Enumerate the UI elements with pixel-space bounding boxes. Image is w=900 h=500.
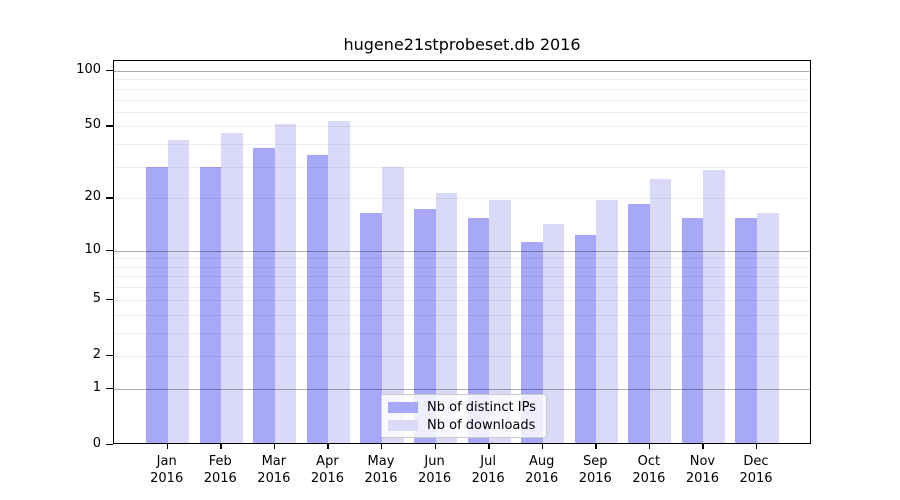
bar-jan-distinct-ips (146, 167, 168, 443)
gridline-9 (114, 258, 810, 260)
bar-may-downloads (381, 167, 404, 443)
bar-dec-distinct-ips (735, 218, 757, 443)
gridline-70 (114, 99, 810, 101)
bar-feb-downloads (221, 132, 243, 443)
y-tick-label-50: 50 (84, 117, 101, 133)
gridline-3 (114, 332, 810, 334)
chart-title: hugene21stprobeset.db 2016 (343, 35, 581, 54)
gridline-50 (114, 126, 810, 128)
bar-aug-downloads (542, 223, 565, 443)
legend-entry-downloads: Nb of downloads (388, 418, 540, 433)
y-tick-0 (106, 444, 113, 446)
gridline-2 (114, 355, 810, 357)
x-tick-jun (434, 444, 436, 449)
x-axis: Jan 2016 Feb 2016 Mar 2016 Apr 2016 May 2016… (113, 444, 811, 500)
gridline-5 (114, 299, 810, 301)
x-tick-label-mar: Mar 2016 (257, 454, 291, 486)
bar-oct-distinct-ips (628, 204, 650, 443)
gridline-40 (114, 144, 810, 146)
gridline-60 (114, 111, 810, 113)
y-tick-label-5: 5 (92, 290, 101, 306)
x-tick-nov (702, 444, 704, 449)
bar-apr-distinct-ips (306, 154, 329, 443)
gridline-80 (114, 88, 810, 90)
x-tick-feb (220, 444, 222, 449)
gridline-8 (114, 266, 810, 268)
x-tick-label-oct: Oct 2016 (632, 454, 666, 486)
legend-entry-distinct-ips: Nb of distinct IPs (388, 400, 540, 415)
bar-jun-distinct-ips (413, 208, 436, 443)
legend-label-distinct-ips: Nb of distinct IPs (427, 399, 536, 415)
bar-sep-downloads (596, 200, 618, 443)
x-tick-jul (488, 444, 490, 449)
gridline-90 (114, 79, 810, 81)
y-axis: 0 1 2 5 10 20 50 100 (63, 60, 113, 451)
gridline-7 (114, 276, 810, 278)
y-tick-5 (106, 298, 113, 301)
x-tick-label-sep: Sep 2016 (578, 454, 612, 486)
bar-may-distinct-ips (360, 213, 382, 443)
gridline-20 (114, 198, 810, 200)
y-tick-label-100: 100 (76, 61, 101, 77)
bar-nov-distinct-ips (681, 218, 704, 443)
bar-jan-downloads (167, 140, 190, 443)
x-tick-may (380, 444, 383, 449)
x-tick-label-apr: Apr 2016 (310, 454, 344, 486)
x-tick-dec (756, 444, 758, 449)
y-tick-label-20: 20 (84, 189, 101, 205)
legend-label-downloads: Nb of downloads (427, 417, 536, 433)
gridline-4 (114, 314, 810, 316)
legend-swatch-downloads (388, 419, 418, 431)
x-tick-apr (327, 444, 329, 449)
bar-dec-downloads (757, 213, 779, 443)
y-tick-label-2: 2 (92, 346, 101, 362)
gridline-100 (114, 70, 810, 72)
y-tick-label-0: 0 (92, 436, 101, 451)
y-tick-2 (106, 354, 113, 357)
x-tick-mar (273, 444, 276, 449)
y-tick-20 (106, 197, 113, 199)
y-tick-100 (106, 69, 113, 72)
x-tick-label-jan: Jan 2016 (150, 454, 184, 486)
x-tick-label-feb: Feb 2016 (203, 454, 237, 486)
y-tick-10 (106, 249, 113, 252)
y-tick-50 (106, 125, 113, 127)
bar-apr-downloads (328, 121, 351, 443)
x-tick-aug (541, 444, 544, 449)
gridline-1 (114, 388, 810, 390)
bar-feb-distinct-ips (199, 167, 222, 443)
x-tick-label-jul: Jul 2016 (471, 454, 505, 486)
x-tick-label-aug: Aug 2016 (525, 454, 559, 486)
x-tick-jan (166, 444, 169, 449)
x-tick-sep (595, 444, 597, 449)
y-tick-1 (106, 387, 113, 390)
legend-swatch-distinct-ips (388, 401, 418, 413)
y-tick-label-1: 1 (92, 379, 101, 395)
x-tick-label-nov: Nov 2016 (685, 454, 719, 486)
gridline-30 (114, 166, 810, 168)
x-tick-label-may: May 2016 (364, 454, 398, 486)
bar-jul-downloads (489, 200, 511, 443)
y-tick-label-10: 10 (84, 241, 101, 257)
legend: Nb of distinct IPs Nb of downloads (381, 394, 547, 438)
bar-aug-distinct-ips (521, 241, 543, 443)
gridline-10 (114, 250, 810, 252)
bar-jun-downloads (435, 192, 458, 443)
x-tick-label-jun: Jun 2016 (418, 454, 452, 486)
bar-mar-downloads (274, 124, 297, 443)
gridline-6 (114, 287, 810, 289)
x-tick-oct (648, 444, 651, 449)
bar-jul-distinct-ips (467, 218, 490, 443)
bar-oct-downloads (649, 178, 672, 443)
plot-area: Nb of distinct IPs Nb of downloads (113, 60, 811, 444)
bar-sep-distinct-ips (574, 235, 597, 443)
x-tick-label-dec: Dec 2016 (739, 454, 773, 486)
bar-mar-distinct-ips (253, 148, 275, 443)
bar-nov-downloads (703, 170, 726, 443)
